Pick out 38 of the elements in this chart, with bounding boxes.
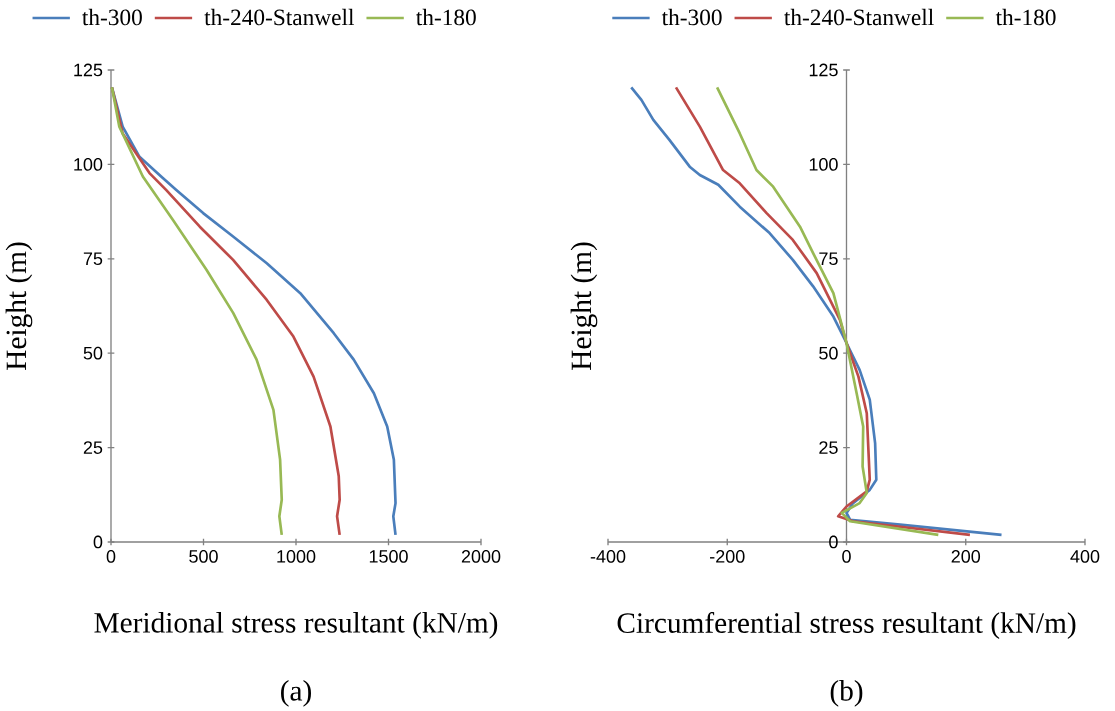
- y-tick-label: 100: [74, 157, 103, 171]
- y-tick-label: 50: [819, 346, 838, 360]
- x-tick-label: 1000: [277, 550, 316, 563]
- x-tick-label: 200: [951, 550, 981, 563]
- legend-label: th-240-Stanwell: [784, 8, 934, 26]
- x-tick-label: 0: [842, 550, 851, 563]
- y-tick-label: 125: [74, 63, 103, 77]
- y-axis-title: Height (m): [570, 242, 598, 370]
- legend-label: th-240-Stanwell: [204, 8, 355, 26]
- x-axis-title: Circumferential stress resultant (kN/m): [617, 612, 1076, 639]
- x-tick-label: 0: [106, 550, 116, 563]
- y-axis-title: Height (m): [5, 242, 33, 370]
- text: (a): [281, 680, 311, 707]
- line-series: [715, 85, 940, 537]
- legend-label: th-180: [416, 8, 476, 26]
- x-tick-label: 500: [189, 550, 218, 563]
- y-tick-label: 0: [93, 535, 103, 549]
- legend-label: th-180: [995, 8, 1056, 26]
- legend-label: th-300: [82, 8, 142, 26]
- x-tick-label: 2000: [461, 550, 501, 563]
- line-series: [110, 85, 341, 537]
- x-tick-label: 400: [1070, 550, 1100, 563]
- y-tick-label: 75: [83, 252, 103, 266]
- y-tick-label: 25: [83, 441, 103, 454]
- y-tick-label: 0: [829, 535, 838, 549]
- text: (b): [830, 680, 863, 707]
- y-tick-label: 75: [819, 252, 838, 266]
- y-tick-label: 125: [809, 63, 838, 77]
- y-tick-label: 25: [819, 441, 838, 454]
- y-tick-label: 100: [809, 157, 838, 171]
- x-tick-label: 1500: [369, 550, 408, 563]
- x-tick-label: -200: [710, 550, 745, 563]
- y-tick-label: 50: [83, 346, 103, 360]
- x-tick-label: -400: [590, 550, 626, 563]
- x-axis-title: Meridional stress resultant (kN/m): [94, 612, 498, 639]
- line-series: [110, 85, 284, 537]
- line-series: [629, 85, 1003, 537]
- legend-label: th-300: [661, 8, 722, 26]
